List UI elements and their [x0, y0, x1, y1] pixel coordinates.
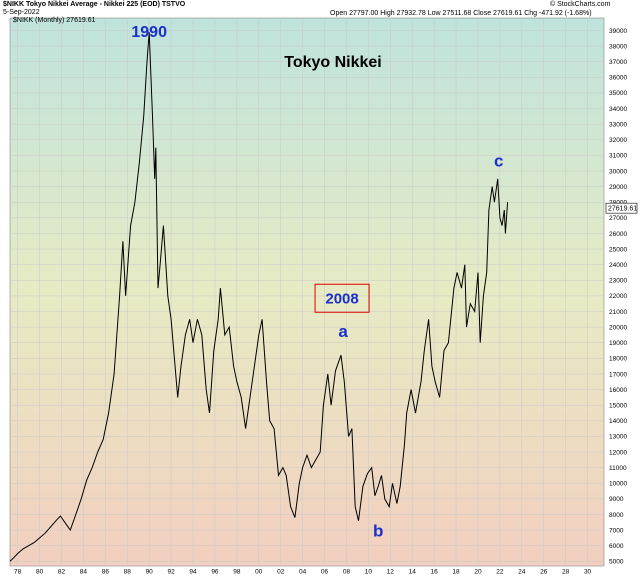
- copyright-text: © StockCharts.com: [550, 1, 611, 8]
- y-axis-ticks: 5000 6000 7000 8000 9000 10000 11000 12000 13000…: [609, 28, 627, 566]
- close-value: 27619.61: [493, 10, 523, 17]
- y-tick-label: 24000: [609, 262, 627, 269]
- plot-background: [9, 17, 605, 567]
- y-tick-label: 13000: [609, 434, 627, 441]
- y-tick-label: 27000: [609, 215, 627, 222]
- last-value-marker: 27619.61: [605, 202, 638, 214]
- y-tick-label: 11000: [609, 465, 627, 472]
- x-tick-label: 24: [518, 569, 526, 576]
- y-tick-label: 32000: [609, 137, 627, 144]
- y-tick-label: 17000: [609, 371, 627, 378]
- boxed-label: 2008: [325, 291, 358, 308]
- x-tick-label: 86: [102, 569, 110, 576]
- y-tick-label: 33000: [609, 121, 627, 128]
- y-tick-label: 35000: [609, 90, 627, 97]
- y-tick-label: 21000: [609, 309, 627, 316]
- x-tick-label: 88: [124, 569, 132, 576]
- x-tick-label: 00: [255, 569, 263, 576]
- open-label: Open: [330, 10, 348, 17]
- y-tick-label: 26000: [609, 231, 627, 238]
- y-tick-label: 12000: [609, 449, 627, 456]
- ohlc-readout: Open 27797.00 High 27932.78 Low 27511.68…: [330, 10, 592, 17]
- x-tick-label: 02: [277, 569, 285, 576]
- y-tick-label: 6000: [609, 543, 624, 550]
- x-tick-label: 82: [58, 569, 66, 576]
- y-tick-label: 34000: [609, 106, 627, 113]
- y-tick-label: 22000: [609, 293, 627, 300]
- high-value: 27932.78: [396, 10, 426, 17]
- y-tick-label: 10000: [609, 481, 627, 488]
- grid: [10, 18, 604, 566]
- x-axis-ticks: 78 80 82 84 86 88 90 92 94 96 98 00 02 04 06 08 10 12 14 16…: [14, 569, 592, 576]
- x-tick-label: 18: [452, 569, 460, 576]
- low-label: Low: [427, 10, 441, 17]
- chg-value: -471.92 (-1.68%): [539, 10, 592, 17]
- y-tick-label: 25000: [609, 246, 627, 253]
- x-tick-label: 98: [233, 569, 241, 576]
- x-tick-label: 06: [321, 569, 329, 576]
- annotations: 1990 a b c: [131, 24, 503, 541]
- y-tick-label: 7000: [609, 527, 624, 534]
- x-tick-label: 14: [409, 569, 417, 576]
- x-tick-label: 22: [496, 569, 504, 576]
- y-tick-label: 14000: [609, 418, 627, 425]
- last-value-box: [605, 202, 638, 214]
- annotation-label-2: b: [373, 522, 383, 541]
- chart-title: Tokyo Nikkei: [284, 54, 382, 71]
- y-tick-label: 16000: [609, 387, 627, 394]
- boxed-label-frame: [314, 283, 370, 313]
- x-tick-label: 90: [146, 569, 154, 576]
- y-tick-label: 38000: [609, 43, 627, 50]
- y-tick-label: 36000: [609, 75, 627, 82]
- x-tick-label: 10: [365, 569, 373, 576]
- open-value: 27797.00: [349, 10, 379, 17]
- x-tick-label: 12: [387, 569, 395, 576]
- last-value-label: 27619.61: [608, 206, 637, 213]
- series-line: [9, 32, 509, 562]
- x-tick-label: 30: [584, 569, 592, 576]
- y-tick-label: 8000: [609, 512, 624, 519]
- chg-label: Chg: [524, 10, 538, 17]
- y-tick-label: 31000: [609, 153, 627, 160]
- symbol-line: $NIKK Tokyo Nikkei Average - Nikkei 225 …: [3, 1, 186, 8]
- x-tick-label: 26: [540, 569, 548, 576]
- y-tick-label: 20000: [609, 324, 627, 331]
- x-tick-label: 84: [80, 569, 88, 576]
- y-tick-label: 37000: [609, 59, 627, 66]
- y-tick-label: 19000: [609, 340, 627, 347]
- x-tick-label: 96: [211, 569, 219, 576]
- x-tick-label: 80: [36, 569, 44, 576]
- x-tick-label: 16: [431, 569, 439, 576]
- x-tick-label: 28: [562, 569, 570, 576]
- x-tick-label: 04: [299, 569, 307, 576]
- chart-date: 5-Sep-2022: [3, 9, 40, 16]
- close-label: Close: [473, 10, 492, 17]
- x-tick-label: 20: [474, 569, 482, 576]
- high-label: High: [380, 10, 395, 17]
- x-tick-label: 78: [14, 569, 22, 576]
- y-tick-label: 23000: [609, 278, 627, 285]
- annotation-label-0: 1990: [131, 24, 167, 41]
- x-tick-label: 92: [167, 569, 175, 576]
- y-tick-label: 5000: [609, 559, 624, 566]
- x-tick-label: 94: [189, 569, 197, 576]
- y-tick-label: 9000: [609, 496, 624, 503]
- y-tick-label: 15000: [609, 402, 627, 409]
- x-tick-label: 08: [343, 569, 351, 576]
- annotation-label-3: c: [494, 152, 503, 171]
- low-value: 27511.68: [442, 10, 472, 17]
- y-tick-label: 29000: [609, 184, 627, 191]
- y-tick-label: 30000: [609, 168, 627, 175]
- annotation-label-1: a: [338, 322, 348, 341]
- y-tick-label: 18000: [609, 356, 627, 363]
- series-legend: $NIKK (Monthly) 27619.61: [13, 17, 96, 24]
- y-tick-label: 39000: [609, 28, 627, 35]
